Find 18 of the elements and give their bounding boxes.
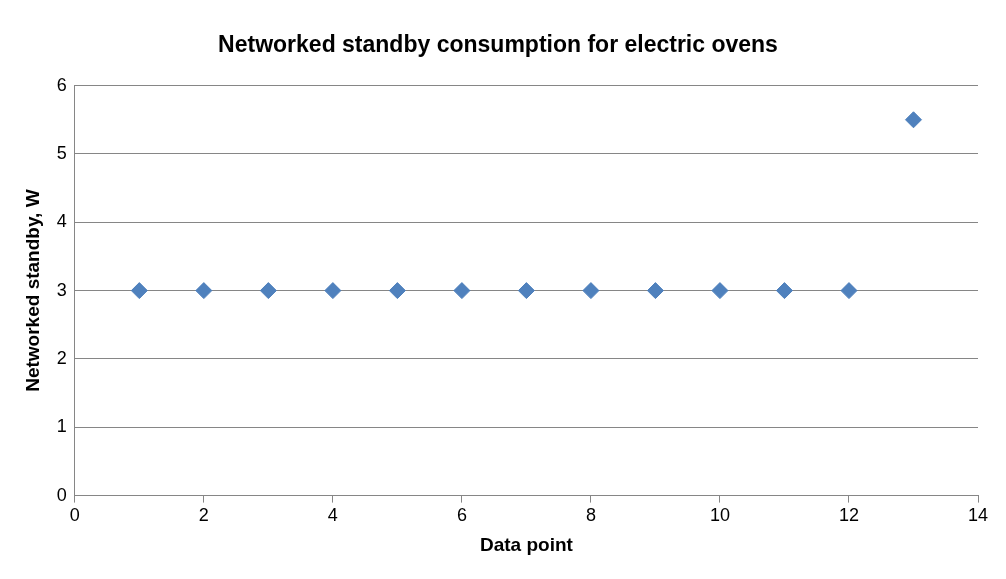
x-tick-label: 6 [456,505,467,526]
y-tick-label: 0 [56,484,67,505]
x-tick-label: 10 [709,505,730,526]
y-tick-label: 5 [56,142,67,163]
x-tick-label: 8 [585,505,596,526]
chart-title: Networked standby consumption for electric ovens [218,31,778,58]
x-axis-title: Data point [479,533,574,555]
x-tick-label: 4 [327,505,338,526]
y-tick-label: 2 [56,347,67,368]
y-tick-label: 4 [56,211,67,232]
y-tick-label: 3 [56,279,67,300]
x-tick-label: 12 [838,505,859,526]
y-tick-label: 1 [56,416,67,437]
x-tick-label: 14 [967,505,989,526]
x-tick-label: 2 [198,505,209,526]
y-axis-title: Networked standby, W [21,189,43,392]
x-tick-label: 0 [69,505,80,526]
y-tick-label: 6 [56,74,67,95]
